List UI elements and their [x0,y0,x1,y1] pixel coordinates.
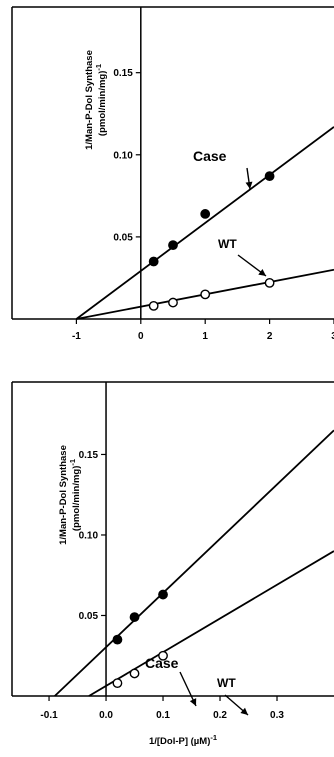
data-point-case [168,240,178,251]
annotation-arrowhead [240,707,248,715]
data-point-case [158,589,168,600]
annotation-arrowhead [189,698,197,706]
annotation-arrowhead [245,181,253,189]
fit-line-wt [88,550,334,697]
data-point-wt [168,297,178,308]
data-point-wt [158,650,168,661]
x-tick-label: 0.1 [156,710,170,721]
y-axis-title-line1: 1/Man-P-Dol Synthase [84,50,95,150]
y-tick-label: 0.05 [79,611,99,622]
y-axis-title-exponent: -1 [94,64,103,71]
y-axis-title-exponent: -1 [68,459,77,466]
x-tick-label: 0 [138,331,144,342]
y-tick-label: 0.10 [113,150,133,161]
y-tick-label: 0.05 [113,232,133,243]
y-axis-title: 1/Man-P-Dol Synthase (pmol/min/mg)-1 [84,50,108,150]
x-tick-label: 0.3 [270,710,284,721]
data-point-case [148,256,159,267]
data-point-wt [264,277,275,288]
y-tick-label: 0.10 [79,530,99,541]
data-point-wt [148,300,159,311]
x-tick-label: -0.1 [40,710,58,721]
series-label-case: Case [145,655,179,671]
x-axis-title-exponent: -1 [210,733,217,742]
data-point-wt [129,668,140,679]
y-tick-label: 0.15 [113,68,133,79]
y-axis-title-line2: (pmol/min/mg)-1 [94,64,108,136]
data-point-wt [112,678,123,689]
data-point-case [129,612,140,622]
data-point-case [112,634,123,645]
annotation-arrowhead [258,269,266,276]
x-tick-label: 0.0 [99,710,113,721]
data-point-case [264,171,275,182]
x-tick-label: 2 [267,331,273,342]
dol-p-kinetics-plot: -0.1 0.0 0.1 0.2 0.3 0.05 0.10 0.15 Case WT 1/[Dol… [0,375,334,757]
fit-line-case [54,429,334,697]
y-axis-title: 1/Man-P-Dol Synthase (pmol/min/mg)-1 [58,445,82,545]
y-axis-title-line1: 1/Man-P-Dol Synthase [58,445,69,545]
x-tick-label: 3 [331,331,334,342]
data-point-wt [200,289,211,300]
y-axis-title-line2: (pmol/min/mg)-1 [68,459,82,531]
fit-line-case [75,126,334,320]
x-tick-label: 1 [202,331,208,342]
series-label-wt: WT [218,237,237,251]
series-label-case: Case [193,148,227,164]
x-tick-label: 0.2 [213,710,227,721]
x-tick-label: -1 [72,331,81,342]
dol-p-chart-svg: -0.1 0.0 0.1 0.2 0.3 0.05 0.10 0.15 Case WT 1/[Dol… [11,381,334,747]
y-tick-label: 0.15 [79,450,99,461]
x-axis-title: 1/[Dol-P] (µM)-1 [149,733,217,747]
data-point-case [200,209,211,219]
series-label-wt: WT [217,676,236,690]
